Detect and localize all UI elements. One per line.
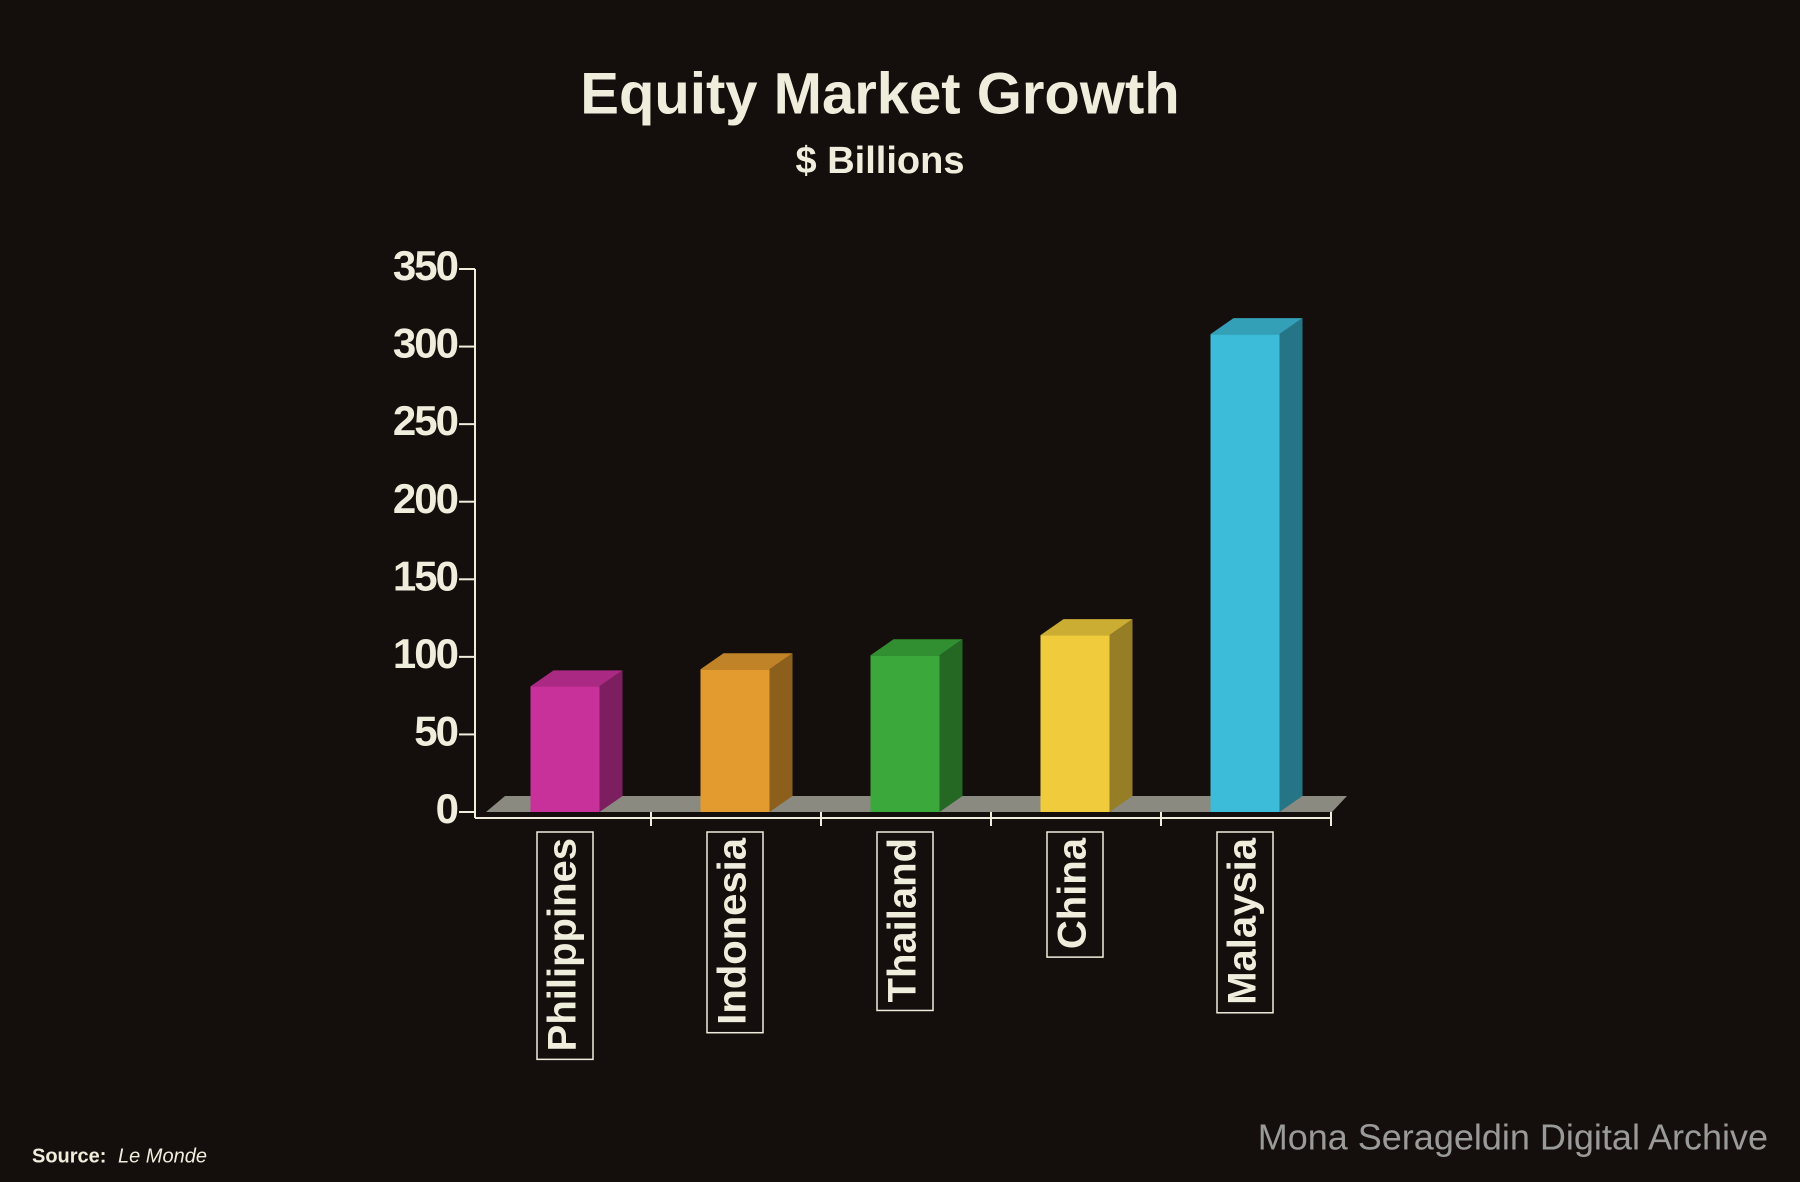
bar — [700, 669, 770, 812]
y-tick-label: 300 — [393, 320, 458, 367]
label-box — [876, 831, 934, 1012]
bar-top — [530, 670, 623, 687]
bar-side — [769, 653, 793, 812]
bar-side — [599, 670, 623, 812]
source-name: Le Monde — [118, 1145, 207, 1167]
source-label: Source: — [32, 1145, 106, 1167]
y-tick-label: 150 — [393, 552, 458, 599]
bar-top — [1210, 318, 1303, 335]
y-tick-label: 0 — [436, 785, 458, 832]
x-tick-label: Indonesia — [711, 837, 755, 1024]
label-box — [536, 831, 594, 1061]
x-tick-label: Philippines — [541, 838, 585, 1051]
y-tick-label: 350 — [393, 242, 458, 289]
y-tick-label: 50 — [414, 708, 457, 755]
bar-side — [1109, 619, 1133, 812]
bar — [530, 686, 600, 812]
x-tick-label: China — [1051, 837, 1095, 949]
bar — [870, 655, 940, 812]
watermark: Mona Serageldin Digital Archive — [1258, 1117, 1768, 1158]
chart-title: Equity Market Growth — [580, 61, 1179, 126]
bar-side — [939, 639, 963, 812]
bar-top — [870, 639, 963, 656]
label-box — [706, 831, 764, 1034]
bar-top — [700, 653, 793, 670]
y-tick-label: 250 — [393, 397, 458, 444]
label-box — [1046, 831, 1104, 958]
x-tick-label: Malaysia — [1221, 837, 1265, 1005]
chart-subtitle: $ Billions — [796, 140, 965, 182]
bar — [1040, 635, 1110, 812]
bar — [1210, 334, 1280, 812]
label-box — [1216, 831, 1274, 1014]
y-tick-label: 100 — [393, 630, 458, 677]
y-tick-label: 200 — [393, 475, 458, 522]
bar-top — [1040, 619, 1133, 636]
bar-side — [1279, 318, 1303, 812]
x-tick-label: Thailand — [881, 838, 925, 1002]
